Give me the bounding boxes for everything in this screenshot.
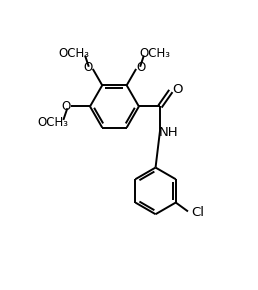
Text: O: O: [172, 83, 182, 96]
Text: O: O: [83, 61, 93, 74]
Text: NH: NH: [159, 126, 178, 139]
Text: Cl: Cl: [191, 206, 204, 219]
Text: OCH₃: OCH₃: [139, 47, 170, 60]
Text: O: O: [62, 100, 71, 113]
Text: OCH₃: OCH₃: [37, 116, 68, 129]
Text: OCH₃: OCH₃: [59, 47, 90, 60]
Text: O: O: [136, 61, 146, 74]
